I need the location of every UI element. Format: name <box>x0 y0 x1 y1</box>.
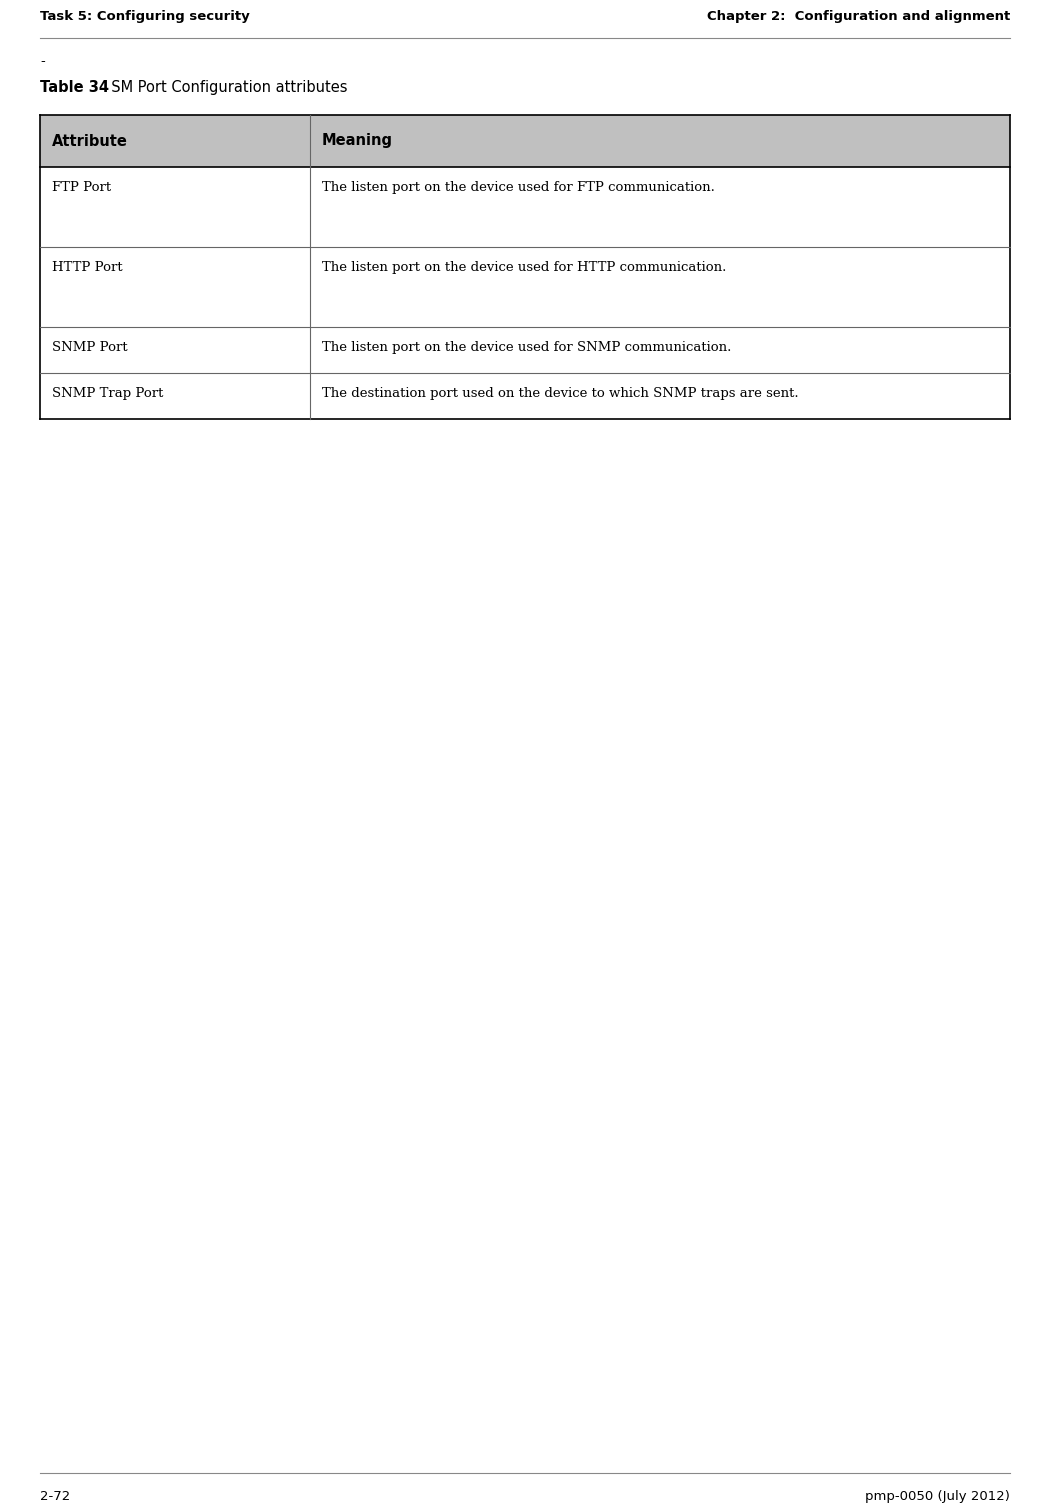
Text: FTP Port: FTP Port <box>51 181 111 194</box>
Text: Chapter 2:  Configuration and alignment: Chapter 2: Configuration and alignment <box>706 11 1010 23</box>
Text: -: - <box>40 54 45 68</box>
Text: pmp-0050 (July 2012): pmp-0050 (July 2012) <box>865 1489 1010 1503</box>
Text: The listen port on the device used for FTP communication.: The listen port on the device used for F… <box>322 181 715 194</box>
Text: HTTP Port: HTTP Port <box>51 262 123 274</box>
Text: SNMP Trap Port: SNMP Trap Port <box>51 387 163 401</box>
Text: 2-72: 2-72 <box>40 1489 70 1503</box>
Text: Task 5: Configuring security: Task 5: Configuring security <box>40 11 250 23</box>
Text: Attribute: Attribute <box>51 133 128 148</box>
Text: SM Port Configuration attributes: SM Port Configuration attributes <box>102 80 348 95</box>
Text: The listen port on the device used for SNMP communication.: The listen port on the device used for S… <box>322 342 731 354</box>
Text: The destination port used on the device to which SNMP traps are sent.: The destination port used on the device … <box>322 387 799 401</box>
Text: The listen port on the device used for HTTP communication.: The listen port on the device used for H… <box>322 262 726 274</box>
Bar <box>40 115 1010 166</box>
Text: Meaning: Meaning <box>322 133 393 148</box>
Text: Table 34: Table 34 <box>40 80 109 95</box>
Text: SNMP Port: SNMP Port <box>51 342 127 354</box>
